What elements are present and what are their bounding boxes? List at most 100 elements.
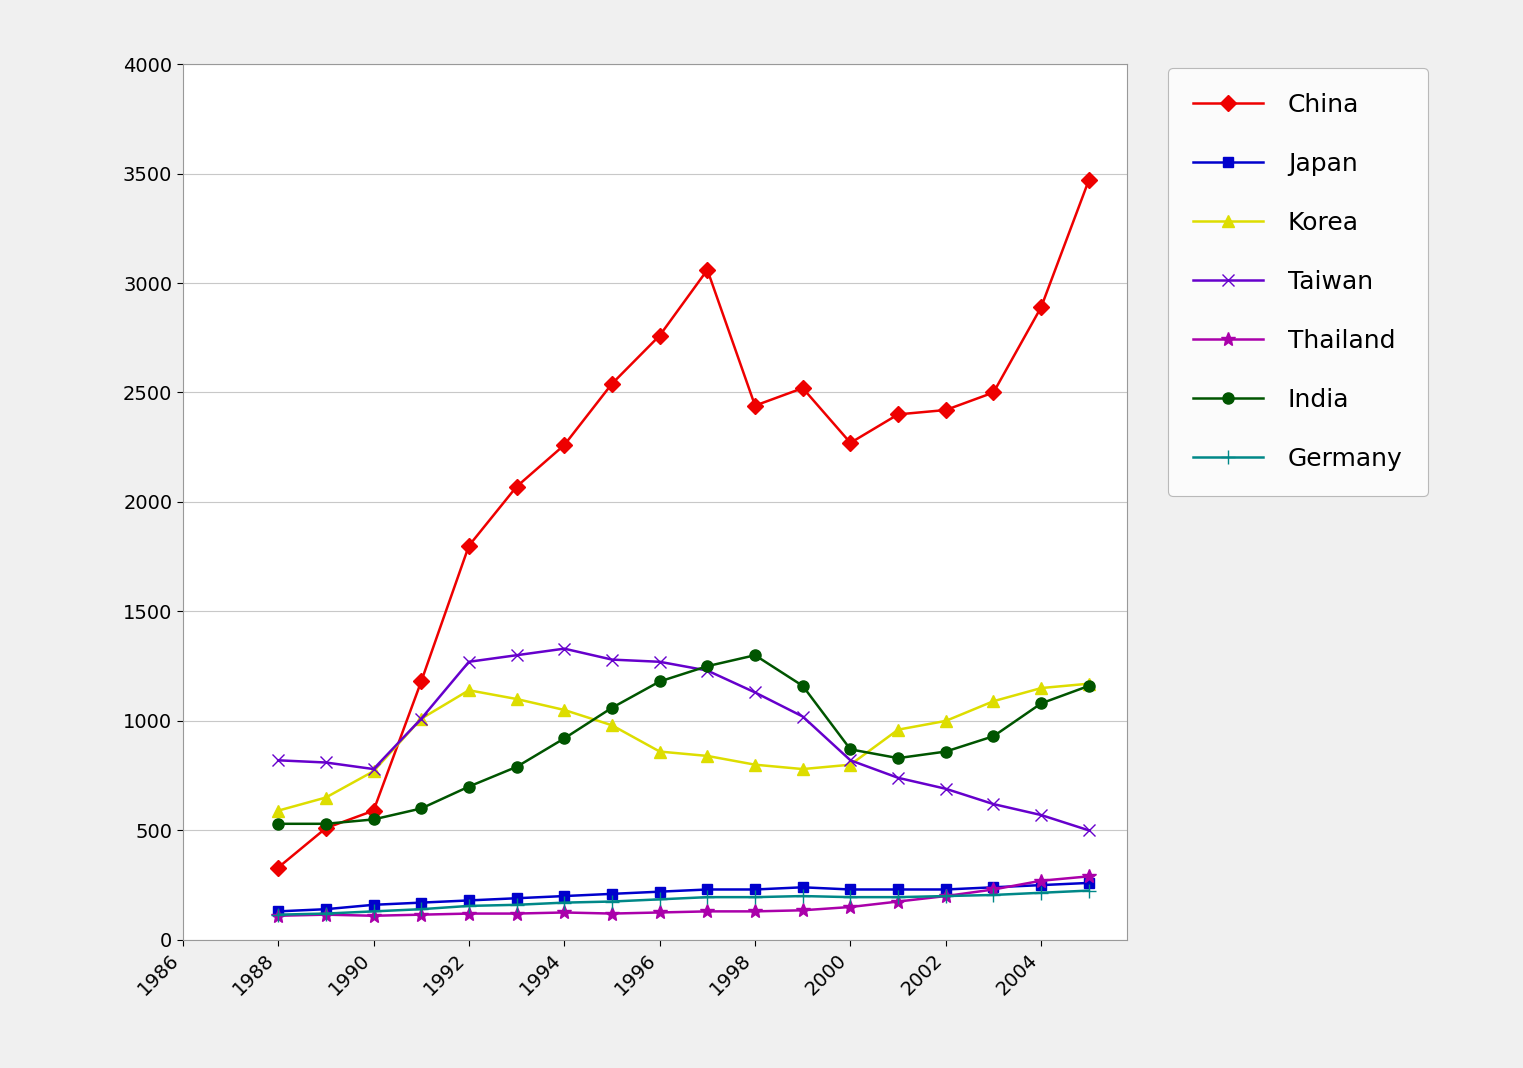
India (698, 660, 716, 673)
Japan (1080, 877, 1098, 890)
Legend: China, Japan, Korea, Taiwan, Thailand, India, Germany: China, Japan, Korea, Taiwan, Thailand, I… (1168, 68, 1427, 496)
China (841, 437, 859, 450)
China (556, 439, 574, 452)
Japan (317, 902, 335, 915)
Germany (841, 891, 859, 904)
Thailand (650, 906, 669, 918)
Japan (984, 881, 1002, 894)
Taiwan (413, 712, 431, 725)
Korea (317, 791, 335, 804)
Korea (698, 750, 716, 763)
Germany (698, 891, 716, 904)
India (746, 648, 765, 661)
Korea (507, 692, 525, 705)
Korea (364, 765, 382, 778)
Japan (937, 883, 955, 896)
Line: Germany: Germany (271, 883, 1097, 922)
China (460, 539, 478, 552)
China (698, 264, 716, 277)
Taiwan (1080, 824, 1098, 837)
Line: India: India (273, 649, 1095, 830)
India (1080, 679, 1098, 692)
Germany (364, 905, 382, 917)
Thailand (603, 907, 621, 920)
Taiwan (270, 754, 288, 767)
China (364, 804, 382, 817)
Taiwan (746, 686, 765, 698)
Thailand (698, 905, 716, 917)
Thailand (889, 895, 908, 908)
Thailand (841, 900, 859, 913)
Japan (889, 883, 908, 896)
China (746, 399, 765, 412)
Taiwan (603, 654, 621, 666)
China (270, 861, 288, 874)
Germany (650, 893, 669, 906)
Line: Japan: Japan (273, 878, 1094, 916)
Germany (937, 890, 955, 902)
India (650, 675, 669, 688)
India (460, 780, 478, 792)
Thailand (364, 909, 382, 922)
India (270, 817, 288, 830)
China (507, 481, 525, 493)
Korea (793, 763, 812, 775)
Taiwan (937, 783, 955, 796)
China (1080, 174, 1098, 187)
Korea (1080, 677, 1098, 690)
China (1033, 301, 1051, 314)
Germany (746, 891, 765, 904)
Japan (793, 881, 812, 894)
India (364, 813, 382, 826)
India (984, 729, 1002, 742)
India (793, 679, 812, 692)
Thailand (1080, 870, 1098, 883)
Germany (413, 902, 431, 915)
Germany (507, 898, 525, 911)
India (889, 752, 908, 765)
India (556, 732, 574, 744)
Korea (984, 695, 1002, 708)
India (413, 802, 431, 815)
Japan (1033, 879, 1051, 892)
Japan (650, 885, 669, 898)
Germany (1033, 886, 1051, 899)
Taiwan (698, 664, 716, 677)
Line: China: China (273, 174, 1095, 874)
Taiwan (1033, 808, 1051, 821)
Korea (1033, 681, 1051, 694)
Japan (270, 905, 288, 917)
Germany (270, 908, 288, 921)
Taiwan (793, 710, 812, 723)
China (650, 329, 669, 342)
Thailand (507, 907, 525, 920)
China (793, 381, 812, 394)
India (841, 743, 859, 756)
Japan (413, 896, 431, 909)
Taiwan (507, 648, 525, 661)
Korea (460, 684, 478, 696)
China (889, 408, 908, 421)
China (984, 387, 1002, 399)
Taiwan (317, 756, 335, 769)
Korea (937, 714, 955, 727)
Germany (460, 899, 478, 912)
Japan (507, 892, 525, 905)
India (317, 817, 335, 830)
Japan (841, 883, 859, 896)
Japan (364, 898, 382, 911)
China (317, 821, 335, 834)
Thailand (413, 908, 431, 921)
Thailand (270, 909, 288, 922)
Line: Korea: Korea (273, 677, 1095, 817)
Taiwan (556, 642, 574, 655)
Taiwan (984, 798, 1002, 811)
Korea (413, 712, 431, 725)
Germany (793, 890, 812, 902)
Germany (603, 895, 621, 908)
Germany (556, 896, 574, 909)
Taiwan (650, 656, 669, 669)
Japan (698, 883, 716, 896)
India (1033, 697, 1051, 710)
Korea (270, 804, 288, 817)
